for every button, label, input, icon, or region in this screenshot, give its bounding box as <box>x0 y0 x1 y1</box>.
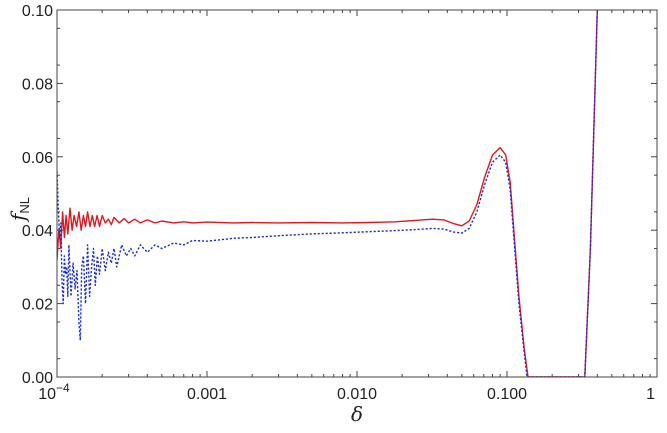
x-axis-title: δ <box>351 402 363 426</box>
y-axis-title: fNL <box>6 197 32 223</box>
x-tick-label: 0.001 <box>187 386 227 403</box>
x-tick-label: 0.100 <box>487 386 527 403</box>
x-tick-label: 0.010 <box>337 386 377 403</box>
series-layer <box>57 10 598 377</box>
x-axis: 10−4 0.001 0.010 0.100 1 <box>38 10 658 403</box>
plot-frame <box>56 9 658 378</box>
y-tick-label: 0.06 <box>22 150 53 167</box>
series-line-2 <box>57 10 598 377</box>
y-tick-label: 0.08 <box>22 76 53 93</box>
y-tick-label: 0.04 <box>22 223 53 240</box>
y-tick-label: 0.00 <box>22 370 53 387</box>
x-tick-label: 1 <box>646 386 655 403</box>
y-tick-label: 0.10 <box>22 3 53 20</box>
y-tick-label: 0.02 <box>22 297 53 314</box>
series-line-1 <box>57 10 598 377</box>
y-axis: 0.00 0.02 0.04 0.06 0.08 0.10 <box>22 3 657 387</box>
x-tick-label: 10−4 <box>38 381 70 403</box>
